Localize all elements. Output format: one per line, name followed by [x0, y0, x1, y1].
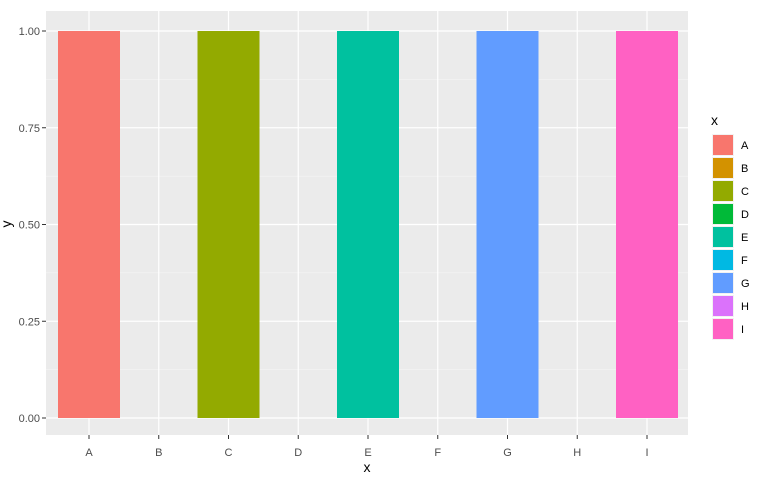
x-tick-label: A	[85, 447, 93, 459]
legend-swatch-A	[713, 135, 733, 155]
legend-swatch-D	[713, 204, 733, 224]
legend-swatch-G	[713, 273, 733, 293]
legend-label-C: C	[741, 186, 749, 198]
bars	[58, 31, 678, 418]
x-axis: A B C D E F G H I	[85, 435, 649, 459]
x-tick-label: C	[225, 447, 233, 459]
y-tick-label: 1.00	[19, 26, 40, 38]
legend-label-B: B	[741, 163, 748, 175]
y-axis-title: y	[0, 221, 14, 228]
x-axis-title: x	[364, 459, 371, 475]
x-tick-label: F	[434, 447, 441, 459]
legend-label-G: G	[741, 278, 750, 290]
legend-swatch-H	[713, 296, 733, 316]
legend-swatch-B	[713, 158, 733, 178]
legend-label-D: D	[741, 209, 749, 221]
x-tick-label: B	[155, 447, 162, 459]
y-tick-label: 0.25	[19, 316, 40, 328]
legend-label-E: E	[741, 232, 748, 244]
bar-A	[58, 31, 120, 418]
legend-label-H: H	[741, 301, 749, 313]
x-tick-label: G	[503, 447, 512, 459]
legend-title: x	[711, 112, 718, 128]
y-tick-label: 0.00	[19, 413, 40, 425]
legend-swatch-E	[713, 227, 733, 247]
y-axis: 0.00 0.25 0.50 0.75 1.00	[19, 26, 46, 425]
legend-label-F: F	[741, 255, 748, 267]
legend-swatch-C	[713, 181, 733, 201]
bar-C	[197, 31, 260, 418]
x-tick-label: D	[294, 447, 302, 459]
y-tick-label: 0.75	[19, 123, 40, 135]
legend-swatch-I	[713, 319, 733, 339]
bar-G	[476, 31, 539, 418]
x-tick-label: E	[364, 447, 371, 459]
bar-I	[616, 31, 678, 418]
legend-swatch-F	[713, 250, 733, 270]
bar-E	[337, 31, 399, 418]
legend-label-I: I	[741, 324, 744, 336]
x-tick-label: H	[573, 447, 581, 459]
x-tick-label: I	[645, 447, 648, 459]
y-tick-label: 0.50	[19, 220, 40, 232]
legend-label-A: A	[741, 140, 749, 152]
